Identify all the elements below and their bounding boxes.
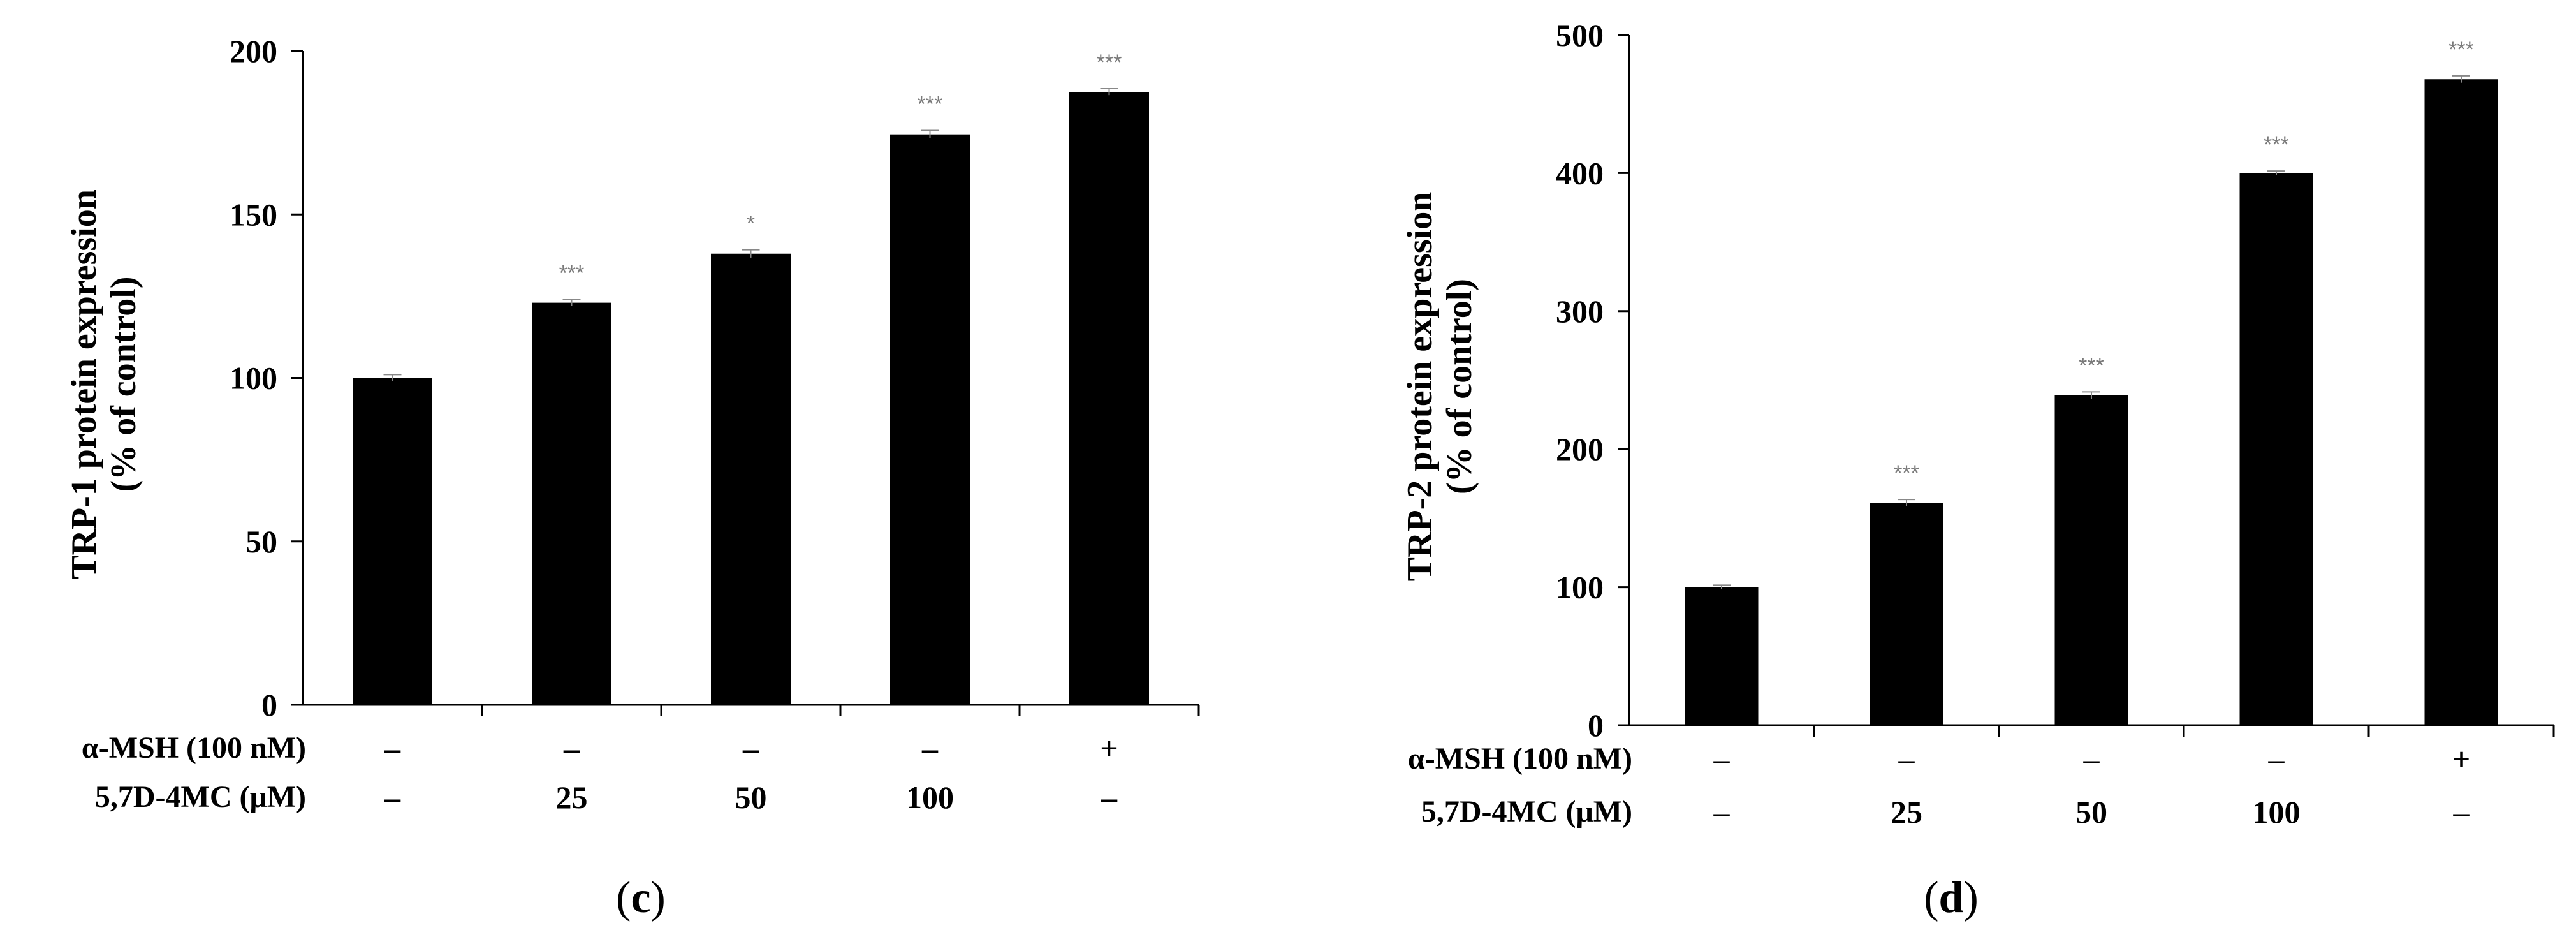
- condition-value: –: [2453, 794, 2470, 830]
- y-tick-label: 100: [1556, 570, 1604, 605]
- condition-value: 100: [906, 779, 954, 815]
- panel-label-paren: (: [1924, 873, 1938, 922]
- significance-mark: ***: [559, 262, 585, 286]
- panel-label-paren: ): [1963, 873, 1978, 922]
- condition-label: 5,7D-4MC (μM): [1421, 795, 1632, 829]
- panel-label: (d): [1924, 873, 1979, 922]
- significance-mark: ***: [1097, 50, 1122, 75]
- condition-value: –: [1713, 741, 1731, 777]
- condition-label: α-MSH (100 nM): [1408, 742, 1632, 776]
- bar: [1685, 587, 1759, 725]
- y-tick-label: 150: [230, 196, 277, 232]
- y-tick-label: 500: [1556, 17, 1604, 53]
- condition-value: 50: [2075, 794, 2107, 830]
- bar: [2054, 395, 2128, 725]
- bar: [1069, 92, 1149, 705]
- significance-mark: ***: [2079, 353, 2104, 378]
- y-tick-label: 400: [1556, 155, 1604, 191]
- condition-value: –: [2268, 741, 2285, 777]
- condition-value: +: [1100, 730, 1118, 766]
- condition-label: α-MSH (100 nM): [82, 731, 306, 765]
- y-tick-label: 200: [1556, 431, 1604, 467]
- significance-mark: ***: [2448, 38, 2474, 62]
- condition-value: –: [563, 730, 580, 766]
- significance-mark: ***: [2264, 133, 2289, 157]
- bar: [353, 378, 432, 705]
- bar: [1870, 503, 1943, 725]
- bar: [532, 302, 611, 705]
- bar: [2424, 79, 2498, 726]
- bar: [2239, 173, 2313, 725]
- y-tick-label: 0: [261, 687, 277, 723]
- condition-value: 100: [2253, 794, 2301, 830]
- condition-value: –: [1101, 779, 1118, 815]
- panel-label-letter: c: [631, 873, 650, 922]
- condition-value: +: [2452, 741, 2471, 777]
- significance-mark: ***: [1894, 461, 1919, 485]
- bar: [890, 134, 970, 705]
- y-axis-label-line: (% of control): [104, 277, 143, 492]
- y-tick-label: 50: [245, 524, 277, 559]
- bar: [711, 253, 791, 705]
- condition-value: –: [1713, 794, 1731, 830]
- panel-label-paren: (: [616, 873, 631, 922]
- chart-panel-c: 0 50 100 150 200 TRP-1 protein expression(% o…: [64, 33, 1200, 922]
- significance-mark: *: [747, 212, 755, 236]
- condition-value: –: [1898, 741, 1915, 777]
- y-axis-label-line: TRP-2 protein expression: [1400, 192, 1440, 582]
- condition-label: 5,7D-4MC (μM): [95, 780, 306, 814]
- condition-value: –: [384, 730, 401, 766]
- condition-value: 50: [735, 779, 767, 815]
- y-tick-label: 300: [1556, 293, 1604, 329]
- panel-label-paren: ): [651, 873, 666, 922]
- condition-value: –: [742, 730, 759, 766]
- condition-value: –: [2083, 741, 2100, 777]
- y-axis-label: TRP-1 protein expression(% of control): [64, 189, 143, 579]
- condition-value: 25: [1891, 794, 1922, 830]
- y-axis-label-line: TRP-1 protein expression: [64, 189, 104, 579]
- condition-value: 25: [556, 779, 588, 815]
- y-tick-label: 100: [230, 360, 277, 396]
- y-tick-label: 200: [230, 33, 277, 69]
- significance-mark: ***: [918, 92, 943, 117]
- condition-value: –: [384, 779, 401, 815]
- condition-value: –: [921, 730, 939, 766]
- chart-panel-d: 0 100 200 300 400 500 TRP-2 protein expression…: [1400, 17, 2555, 922]
- panel-label: (c): [616, 873, 666, 922]
- y-tick-label: 0: [1588, 707, 1604, 743]
- y-axis-label: TRP-2 protein expression(% of control): [1400, 192, 1479, 582]
- panel-label-letter: d: [1939, 873, 1964, 922]
- y-axis-label-line: (% of control): [1440, 279, 1479, 494]
